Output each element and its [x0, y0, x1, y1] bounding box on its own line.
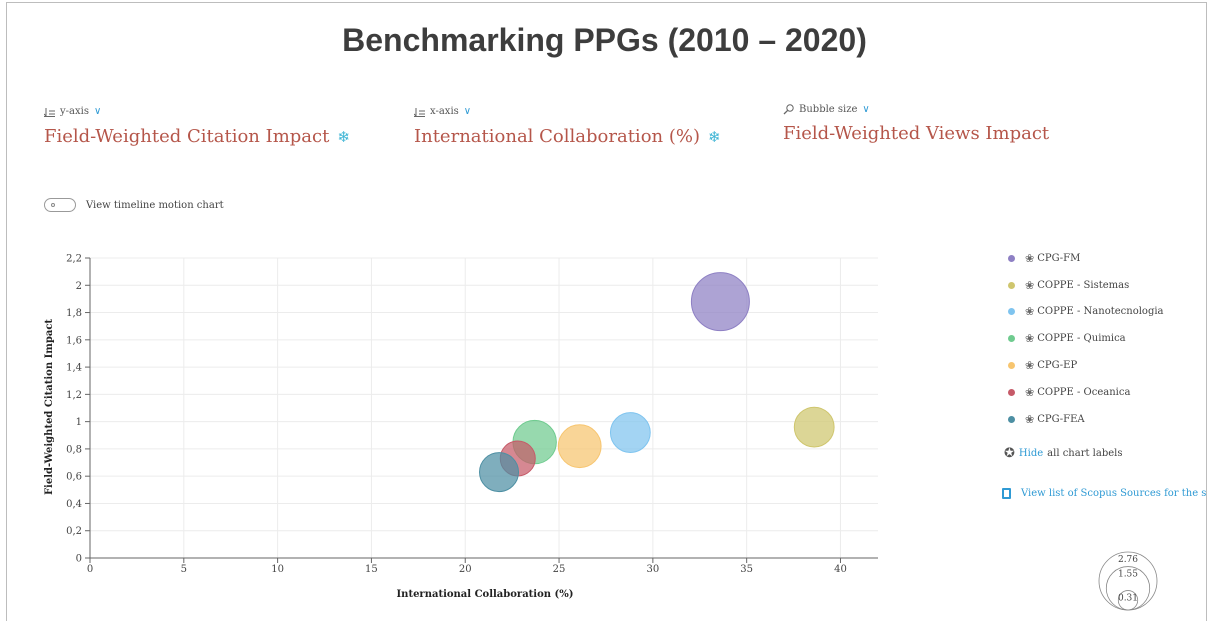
- x-axis-title: International Collaboration (%): [397, 589, 574, 600]
- x-tick-label: 0: [87, 564, 93, 575]
- legend-label: CPG-FM: [1037, 252, 1081, 264]
- timeline-toggle-label: View timeline motion chart: [86, 199, 224, 211]
- y-tick-label: 1: [76, 417, 82, 428]
- institution-icon: ❀: [1025, 385, 1035, 399]
- y-tick-label: 2,2: [66, 254, 82, 265]
- x-tick-label: 30: [646, 564, 659, 575]
- size-key-label: 0.31: [1118, 594, 1138, 604]
- legend-swatch: [1008, 362, 1015, 370]
- x-tick-label: 5: [181, 564, 187, 575]
- bubble-cpg-fea[interactable]: [479, 452, 520, 493]
- hide-labels-link[interactable]: Hide: [1018, 448, 1044, 459]
- legend-swatch: [1008, 281, 1015, 289]
- bubble-size-key: 2.76 1.55 0.31: [1098, 551, 1158, 611]
- timeline-toggle[interactable]: [44, 198, 76, 212]
- legend-label: COPPE - Nanotecnologia: [1037, 306, 1164, 318]
- legend-label: CPG-FEA: [1037, 413, 1085, 425]
- legend-item[interactable]: ❀ COPPE - Quimica: [1008, 325, 1164, 352]
- scopus-sources-link-row[interactable]: View list of Scopus Sources for the se: [1002, 488, 1207, 499]
- y-axis-label: y-axis: [60, 106, 89, 117]
- x-tick-label: 35: [740, 564, 753, 575]
- grid: [90, 257, 878, 558]
- legend-item[interactable]: ❀ COPPE - Sistemas: [1008, 272, 1164, 299]
- y-tick-label: 0,6: [66, 472, 82, 483]
- chart-frame: [6, 2, 1207, 621]
- institution-icon: ❀: [1025, 412, 1035, 426]
- x-axis-label: x-axis: [430, 106, 459, 117]
- magnify-icon: [783, 104, 794, 115]
- chevron-down-icon[interactable]: ∨: [93, 106, 102, 117]
- document-icon: [1002, 488, 1011, 499]
- legend-item[interactable]: ❀ COPPE - Oceanica: [1008, 379, 1164, 406]
- legend-item[interactable]: ❀ COPPE - Nanotecnologia: [1008, 299, 1164, 326]
- y-tick-label: 0,2: [66, 526, 82, 537]
- institution-icon: ❀: [1025, 251, 1035, 265]
- snowflake-icon: ❄: [337, 127, 350, 146]
- chevron-down-icon[interactable]: ∨: [862, 104, 870, 115]
- x-tick-label: 25: [553, 564, 566, 575]
- size-key-label: 2.76: [1118, 555, 1138, 565]
- y-axis-selector[interactable]: y-axis ∨ Field-Weighted Citation Impact …: [44, 106, 350, 147]
- bubble-size-value[interactable]: Field-Weighted Views Impact: [783, 123, 1050, 144]
- institution-icon: ❀: [1025, 278, 1035, 292]
- legend-swatch: [1008, 415, 1015, 423]
- x-axis-selector[interactable]: x-axis ∨ International Collaboration (%)…: [414, 106, 721, 147]
- x-tick-label: 40: [834, 564, 847, 575]
- institution-icon: ❀: [1025, 305, 1035, 319]
- legend-label: COPPE - Quimica: [1037, 333, 1126, 345]
- x-axis-value[interactable]: International Collaboration (%): [414, 126, 700, 147]
- legend-swatch: [1008, 254, 1015, 262]
- hide-labels-text: all chart labels: [1047, 448, 1123, 459]
- y-tick-label: 0: [76, 554, 82, 565]
- legend-swatch: [1008, 308, 1015, 316]
- bubble-coppe-nanotecnologia[interactable]: [609, 412, 651, 453]
- legend-label: CPG-EP: [1037, 360, 1078, 372]
- legend-swatch: [1008, 335, 1015, 343]
- y-axis-value[interactable]: Field-Weighted Citation Impact: [44, 126, 330, 147]
- x-tick-label: 15: [365, 564, 378, 575]
- legend-item[interactable]: ❀ CPG-FM: [1008, 245, 1164, 272]
- bubble-size-selector[interactable]: Bubble size ∨ Field-Weighted Views Impac…: [783, 104, 1049, 144]
- axes: 0 0,2 0,4 0,6 0,8 1 1,2 1,4 1,6 1,8 2 2,2 0 5 10 15 20 25…: [66, 254, 878, 575]
- y-tick-label: 1,6: [66, 335, 82, 346]
- legend-item[interactable]: ❀ CPG-EP: [1008, 352, 1164, 379]
- page-title: Benchmarking PPGs (2010 – 2020): [342, 22, 867, 58]
- hide-labels-row[interactable]: ✪ Hide all chart labels: [1004, 446, 1122, 461]
- bubble-coppe-sistemas[interactable]: [793, 406, 835, 448]
- scopus-sources-link[interactable]: View list of Scopus Sources for the se: [1021, 488, 1207, 499]
- y-tick-label: 1,4: [66, 363, 82, 374]
- y-tick-label: 2: [76, 281, 82, 292]
- y-tick-label: 1,2: [66, 390, 82, 401]
- x-tick-label: 20: [459, 564, 472, 575]
- bubbles[interactable]: [479, 272, 835, 493]
- bubble-cpg-fm[interactable]: [690, 272, 750, 332]
- legend-swatch: [1008, 388, 1015, 396]
- y-tick-label: 0,4: [66, 499, 82, 510]
- bubble-size-label: Bubble size: [799, 104, 858, 115]
- institution-icon: ❀: [1025, 332, 1035, 346]
- sort-axis-icon: [44, 107, 55, 117]
- size-key-label: 1.55: [1118, 570, 1138, 580]
- legend: ❀ CPG-FM ❀ COPPE - Sistemas ❀ COPPE - Nanotec…: [1008, 245, 1164, 433]
- legend-item[interactable]: ❀ CPG-FEA: [1008, 406, 1164, 433]
- y-axis-title: Field-Weighted Citation Impact: [44, 319, 55, 495]
- bubble-cpg-ep[interactable]: [557, 424, 602, 469]
- x-tick-label: 10: [271, 564, 284, 575]
- timeline-toggle-row[interactable]: View timeline motion chart: [44, 198, 224, 212]
- legend-label: COPPE - Oceanica: [1037, 386, 1131, 398]
- y-tick-label: 0,8: [66, 444, 82, 455]
- y-tick-label: 1,8: [66, 308, 82, 319]
- pin-icon: ✪: [1004, 446, 1015, 461]
- size-key-circle: [1117, 590, 1139, 611]
- chevron-down-icon[interactable]: ∨: [463, 106, 472, 117]
- legend-label: COPPE - Sistemas: [1037, 279, 1130, 291]
- sort-axis-icon: [414, 107, 425, 117]
- institution-icon: ❀: [1025, 359, 1035, 373]
- snowflake-icon: ❄: [708, 127, 721, 146]
